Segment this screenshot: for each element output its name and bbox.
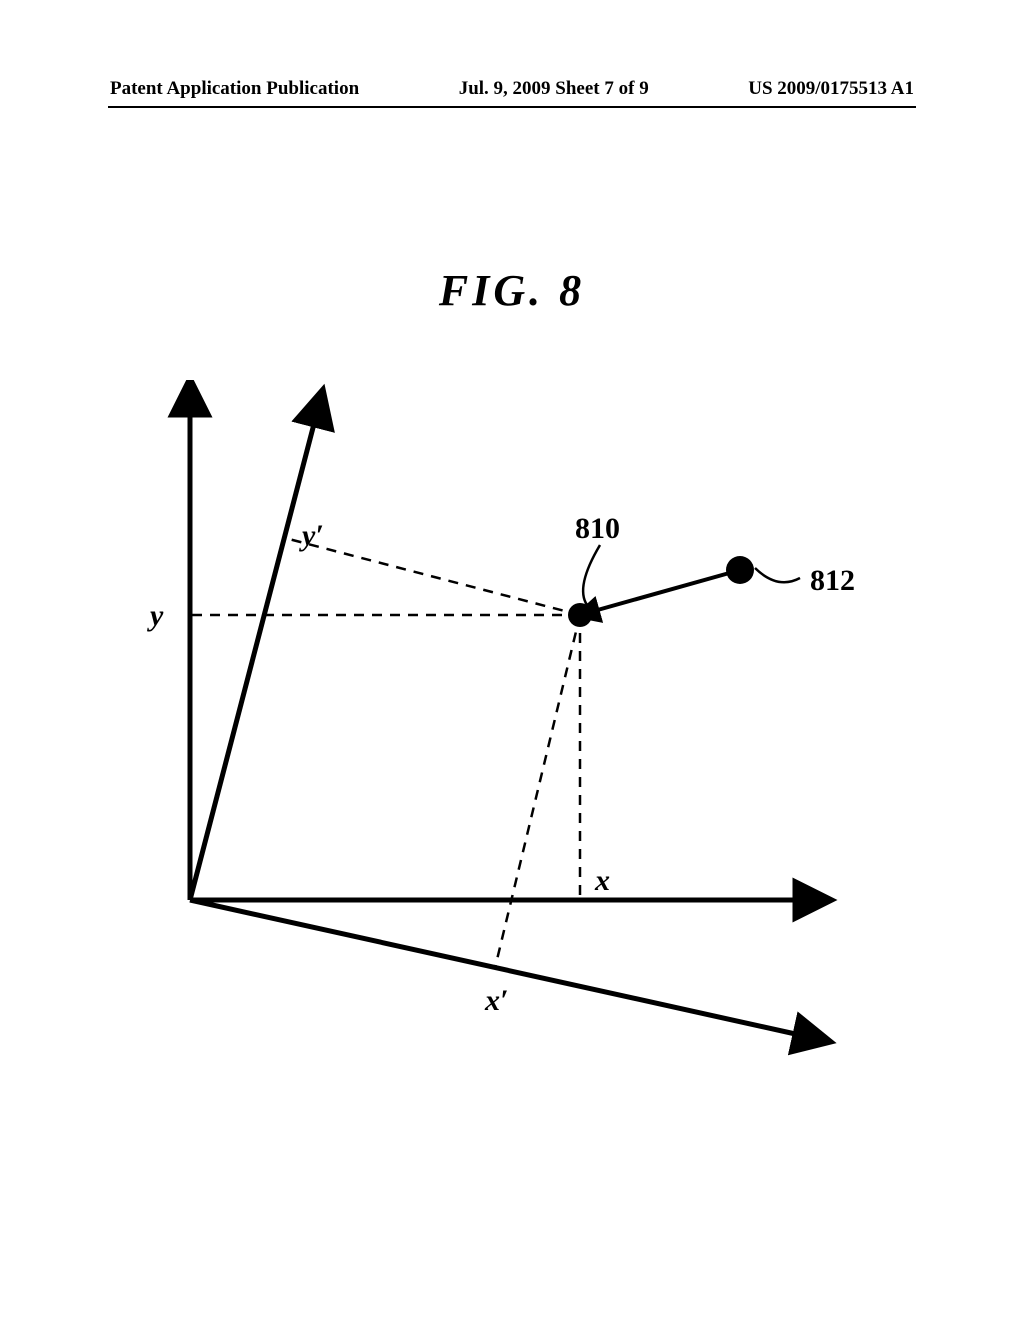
label-y-prime: y′: [299, 519, 324, 552]
header-left: Patent Application Publication: [110, 78, 359, 100]
label-x: x: [594, 864, 610, 897]
leader-810: [583, 545, 600, 605]
header-right: US 2009/0175513 A1: [748, 78, 914, 100]
vector-812-to-810: [594, 570, 740, 611]
point-810: [568, 603, 592, 627]
header-rule: [108, 106, 916, 108]
page-header: Patent Application Publication Jul. 9, 2…: [0, 78, 1024, 100]
figure-title: FIG. 8: [0, 265, 1024, 316]
leader-812: [755, 568, 800, 582]
y-prime-axis: [190, 420, 315, 900]
figure-diagram: y y′ x x′ 810 812: [120, 380, 900, 1060]
label-x-prime: x′: [484, 984, 508, 1017]
label-810: 810: [575, 512, 620, 545]
proj-to-y-prime: [285, 538, 580, 615]
label-y: y: [147, 599, 164, 632]
figure-svg: y y′ x x′ 810 812: [120, 380, 900, 1060]
proj-to-x-prime: [495, 615, 580, 968]
label-812: 812: [810, 564, 855, 597]
point-812: [726, 556, 754, 584]
header-center: Jul. 9, 2009 Sheet 7 of 9: [459, 78, 649, 100]
